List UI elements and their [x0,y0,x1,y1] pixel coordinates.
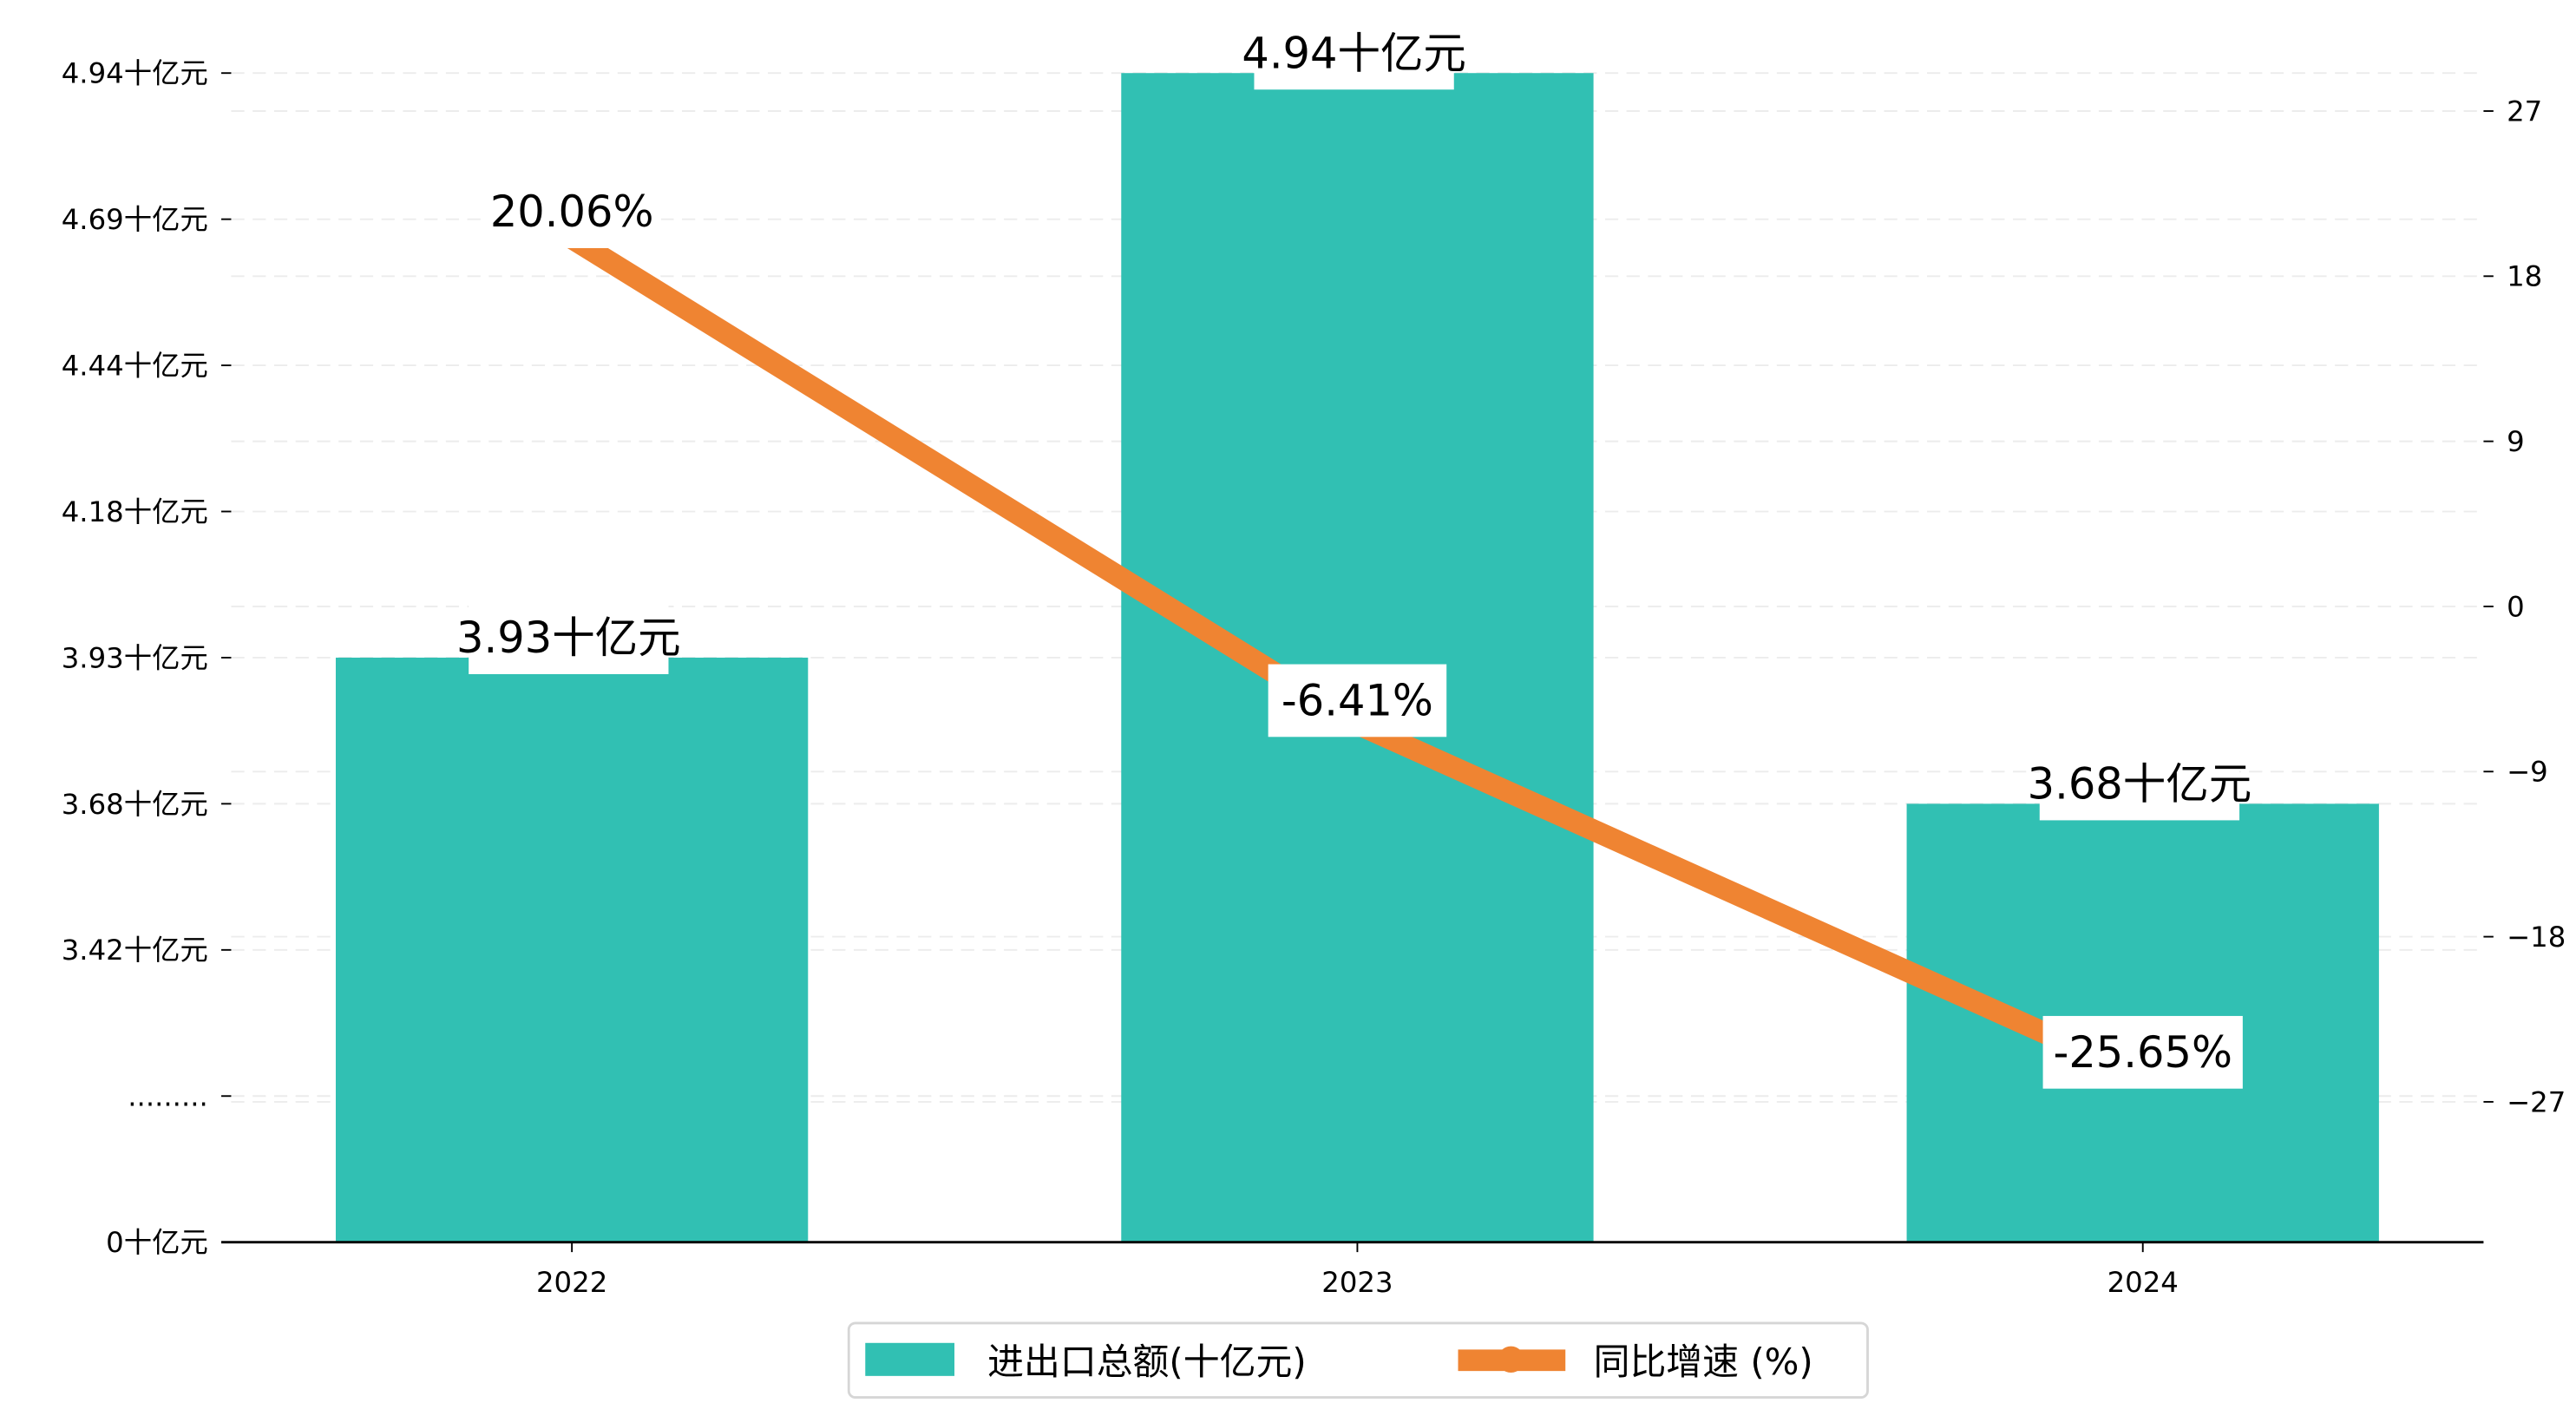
x-tick-label: 2024 [2107,1266,2179,1299]
bar-value-label: 4.94十亿元 [1242,29,1466,79]
x-tick-label: 2022 [536,1266,607,1299]
bar-2023 [1121,73,1594,1242]
right-tick-label: 9 [2507,425,2525,458]
right-tick-label: −27 [2507,1085,2566,1118]
left-tick-label: 3.42十亿元 [62,934,208,967]
legend-swatch-bar [865,1342,955,1376]
bar-value-label-bg [2039,747,2240,821]
growth-value-label: -25.65% [2053,1027,2232,1078]
left-tick-label: 3.68十亿元 [62,788,208,821]
left-tick-label: 3.93十亿元 [62,641,208,674]
right-tick-label: −18 [2507,921,2566,954]
right-tick-label: 27 [2507,95,2542,128]
data-labels: 3.93十亿元 4.94十亿元 3.68十亿元 20.06% -6.41% -25.65% [456,16,2252,1089]
left-tick-label: 4.69十亿元 [62,203,208,236]
bar-value-label: 3.68十亿元 [2028,759,2252,810]
legend-marker-line [1498,1346,1524,1373]
bar-value-label: 3.93十亿元 [456,613,681,663]
legend: 进出口总额(十亿元) 同比增速 (%) [847,1321,1869,1400]
left-tick-label: 4.44十亿元 [62,350,208,383]
left-tick-label: ......... [128,1080,208,1113]
bars [335,73,2379,1242]
growth-value-label: -6.41% [1281,676,1433,726]
left-tick-label: 4.18十亿元 [62,495,208,528]
right-tick-label: −9 [2507,756,2548,789]
bar-2022 [335,657,809,1242]
x-tick-label: 2023 [1321,1266,1393,1299]
growth-value-label: 20.06% [490,187,654,237]
left-tick-label: 0十亿元 [106,1226,208,1259]
axes: 0十亿元......... 3.42十亿元 3.68十亿元 3.93十亿元 4.18十亿… [62,57,2566,1299]
bar-value-label-bg [469,601,669,674]
right-tick-label: 0 [2507,590,2525,623]
growth-value-label-bg [482,175,661,248]
left-tick-label: 4.94十亿元 [62,57,208,90]
legend-label-bar: 进出口总额(十亿元) [987,1341,1307,1383]
bar-value-label-bg [1254,16,1454,90]
right-tick-label: 18 [2507,260,2542,293]
legend-label-line: 同比增速 (%) [1594,1341,1813,1383]
growth-value-label-bg [1268,664,1447,738]
growth-value-label-bg [2042,1015,2243,1089]
